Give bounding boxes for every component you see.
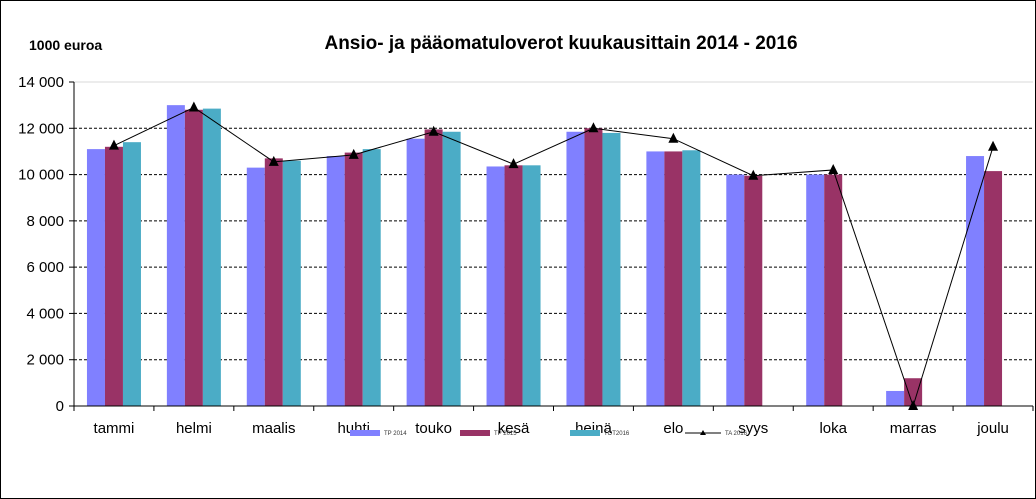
y-tick-label: 10 000	[18, 167, 64, 184]
bar-tot2016-touko	[442, 131, 461, 406]
bar-tp-2014-syys	[726, 174, 745, 406]
y-tick-label: 8 000	[26, 213, 64, 230]
bar-tot2016-huhti	[362, 149, 381, 406]
x-tick-label-loka: loka	[819, 420, 847, 437]
bar-tot2016-kesä	[522, 165, 541, 406]
bar-tp-2015-kesä	[504, 165, 523, 406]
bar-tp-2014-marras	[886, 390, 905, 406]
bar-tp-2014-tammi	[86, 149, 105, 406]
bar-tp-2015-huhti	[344, 152, 363, 406]
bars	[86, 105, 1003, 407]
legend-swatch-tot2016	[570, 430, 600, 436]
point-ta-2016-marras	[908, 400, 919, 410]
bar-tp-2014-elo	[646, 151, 665, 406]
bar-tp-2014-touko	[406, 138, 425, 406]
legend-swatch-tp-2015	[460, 430, 490, 436]
bar-tot2016-heinä	[602, 132, 621, 406]
bar-tp-2015-marras	[904, 378, 923, 406]
x-tick-label-marras: marras	[890, 420, 937, 437]
legend-label-ta-2016: TA 2016	[725, 431, 748, 437]
bar-tp-2015-tammi	[104, 146, 123, 407]
bar-tot2016-helmi	[202, 108, 221, 406]
bar-tp-2014-maalis	[246, 167, 265, 406]
bar-tp-2014-huhti	[326, 156, 345, 406]
bar-tot2016-elo	[682, 150, 701, 406]
x-tick-label-tammi: tammi	[94, 420, 135, 437]
legend-swatch-tp-2014	[350, 430, 380, 436]
x-tick-label-joulu: joulu	[976, 420, 1009, 437]
x-tick-label-helmi: helmi	[176, 420, 212, 437]
y-tick-label: 12 000	[18, 120, 64, 137]
x-tick-label-touko: touko	[415, 420, 452, 437]
bar-tp-2015-loka	[824, 174, 843, 406]
bar-tp-2015-joulu	[984, 171, 1003, 406]
legend: TP 2014 TP 2015 TOT2016 TA 2016	[350, 430, 748, 437]
bar-tp-2014-kesä	[486, 166, 505, 406]
line-ta-2016	[113, 106, 994, 408]
x-tick-label-kesä: kesä	[498, 420, 530, 437]
bar-tp-2014-heinä	[566, 131, 585, 406]
point-ta-2016-helmi	[188, 101, 199, 112]
bar-tp-2014-helmi	[166, 105, 185, 407]
bar-tp-2014-joulu	[966, 156, 985, 406]
bar-tot2016-tammi	[122, 142, 141, 406]
bar-tp-2015-helmi	[184, 109, 203, 407]
legend-label-tp-2014: TP 2014	[384, 431, 407, 437]
legend-label-tp-2015: TP 2015	[494, 431, 517, 437]
x-tick-label-maalis: maalis	[252, 420, 295, 437]
point-ta-2016-elo	[668, 132, 679, 143]
y-tick-label: 4 000	[26, 305, 64, 322]
bar-tot2016-maalis	[282, 160, 301, 406]
axes	[69, 81, 1034, 411]
legend-marker-ta-2016	[700, 430, 706, 435]
point-ta-2016-kesä	[508, 158, 519, 169]
point-ta-2016-touko	[428, 125, 439, 136]
bar-tp-2014-loka	[806, 174, 825, 406]
legend-label-tot2016: TOT2016	[604, 431, 630, 437]
point-ta-2016-loka	[828, 163, 839, 174]
y-tick-label: 2 000	[26, 352, 64, 369]
point-ta-2016-maalis	[268, 155, 279, 166]
point-ta-2016-heinä	[588, 122, 599, 133]
bar-tp-2015-elo	[664, 151, 683, 406]
x-tick-labels: tammi helmi maalis huhti touko kesä heinä elo sy…	[94, 420, 1009, 437]
bar-tp-2015-heinä	[584, 128, 603, 406]
y-tick-labels: 0 2 000 4 000 6 000 8 000 10 000 12 000 14 000	[18, 74, 64, 415]
x-tick-label-elo: elo	[663, 420, 683, 437]
point-ta-2016-huhti	[348, 148, 359, 159]
bar-tp-2015-maalis	[264, 158, 283, 406]
point-ta-2016-tammi	[108, 139, 119, 150]
gridlines	[74, 81, 1033, 361]
x-tick-label-syys: syys	[738, 420, 768, 437]
chart-title: Ansio- ja pääomatuloverot kuukausittain …	[324, 33, 797, 54]
y-unit-label: 1000 euroa	[29, 37, 102, 53]
y-tick-label: 14 000	[18, 74, 64, 91]
bar-tp-2015-touko	[424, 129, 443, 406]
y-tick-label: 6 000	[26, 259, 64, 276]
y-tick-label: 0	[56, 398, 64, 415]
bar-tp-2015-syys	[744, 175, 763, 406]
ta-2016-line	[108, 101, 999, 410]
point-ta-2016-joulu	[988, 140, 999, 151]
point-ta-2016-syys	[748, 169, 759, 180]
